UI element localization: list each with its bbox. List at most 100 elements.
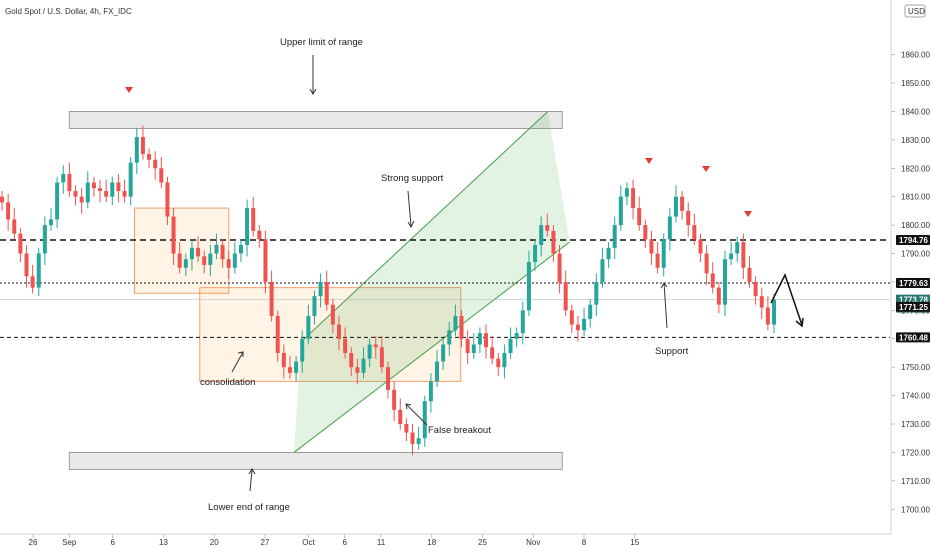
- candle-body: [269, 281, 274, 317]
- price-tick-label: 1750.00: [901, 363, 930, 372]
- candle-body: [422, 401, 427, 439]
- channel-upper-line: [300, 111, 549, 342]
- currency-badge: [904, 4, 926, 18]
- candle-body: [312, 296, 317, 317]
- candle-body: [336, 324, 341, 339]
- channel-lower-line: [293, 241, 570, 453]
- price-tick-label: 1860.00: [901, 51, 930, 60]
- candle-body: [61, 173, 66, 183]
- candle-body: [330, 304, 335, 325]
- candle-body: [557, 253, 562, 282]
- candle-body: [110, 182, 115, 197]
- zone-consolidation-box-2: [199, 287, 462, 382]
- price-tick-label: 1810.00: [901, 193, 930, 202]
- candle-body: [600, 259, 605, 282]
- candle-body: [643, 225, 648, 240]
- price-tick-label: 1710.00: [901, 477, 930, 486]
- candle-body: [91, 182, 96, 189]
- annotation-false-breakout: False breakout: [428, 425, 491, 436]
- price-tick-label: 1740.00: [901, 392, 930, 401]
- candle-body: [533, 245, 538, 263]
- price-tick-label: 1820.00: [901, 164, 930, 173]
- price-tick-label: 1700.00: [901, 505, 930, 514]
- candle-body: [710, 273, 715, 288]
- candle-body: [680, 196, 685, 211]
- candle-body: [12, 219, 17, 234]
- candle-body: [729, 253, 734, 260]
- candle-body: [306, 316, 311, 339]
- price-tick-label: 1850.00: [901, 79, 930, 88]
- price-tag-label: 1760.48: [899, 333, 928, 342]
- candle-body: [484, 333, 489, 348]
- time-tick-label: 8: [582, 538, 587, 547]
- candle-body: [569, 310, 574, 325]
- candle-body: [392, 389, 397, 410]
- candle-body: [232, 253, 237, 268]
- candle-body: [741, 242, 746, 268]
- candle-body: [128, 162, 133, 197]
- candle-body: [514, 333, 519, 339]
- candle-body: [189, 247, 194, 260]
- candle-body: [24, 253, 29, 277]
- price-tick-label: 1840.00: [901, 107, 930, 116]
- candle-body: [465, 338, 470, 353]
- candle-body: [79, 196, 84, 203]
- candle-body: [618, 196, 623, 226]
- candle-body: [226, 259, 231, 268]
- candle-body: [563, 281, 568, 311]
- annotation-support: Support: [655, 346, 689, 357]
- candles-layer: [0, 125, 776, 456]
- candle-body: [508, 338, 513, 353]
- candle-body: [759, 296, 764, 308]
- candle-body: [398, 409, 403, 425]
- candle-body: [722, 259, 727, 305]
- candle-body: [67, 173, 72, 192]
- annotation-consolidation: consolidation: [200, 377, 255, 388]
- candle-body: [367, 344, 372, 359]
- time-tick-label: Sep: [62, 538, 77, 547]
- candle-body: [649, 239, 654, 254]
- candle-body: [373, 344, 378, 348]
- time-tick-label: 6: [111, 538, 116, 547]
- candle-body: [159, 168, 164, 183]
- time-tick-label: Oct: [302, 538, 315, 547]
- down-arrow-marker: [125, 87, 133, 93]
- candle-body: [379, 347, 384, 368]
- candle-body: [343, 338, 348, 353]
- price-tag-label: 1771.25: [899, 303, 928, 312]
- time-tick-label: 27: [261, 538, 270, 547]
- candle-body: [539, 225, 544, 246]
- candle-body: [263, 239, 268, 282]
- candle-body: [772, 299, 776, 325]
- candle-body: [747, 267, 752, 282]
- candle-body: [251, 208, 256, 231]
- candle-body: [698, 239, 703, 254]
- candle-body: [520, 310, 525, 334]
- candle-body: [147, 154, 152, 160]
- candle-body: [735, 242, 740, 254]
- candle-body: [6, 202, 11, 220]
- candle-body: [349, 352, 354, 368]
- time-tick-label: 6: [343, 538, 348, 547]
- candle-body: [30, 276, 35, 288]
- candle-body: [361, 358, 366, 373]
- candle-body: [447, 330, 452, 345]
- time-tick-label: 13: [159, 538, 168, 547]
- candle-body: [612, 225, 617, 248]
- candle-body: [496, 358, 501, 368]
- candle-body: [98, 188, 103, 192]
- candle-body: [637, 208, 642, 226]
- candle-body: [453, 316, 458, 331]
- candle-body: [177, 253, 182, 268]
- resistance-markers: [125, 87, 752, 217]
- candle-body: [490, 347, 495, 359]
- price-tag-box: [896, 235, 930, 246]
- candle-body: [441, 344, 446, 362]
- candle-body: [753, 281, 758, 297]
- candle-body: [153, 159, 158, 169]
- candle-body: [36, 253, 41, 288]
- candle-body: [686, 210, 691, 226]
- price-tick-label: 1830.00: [901, 136, 930, 145]
- annotation-strong-support: Strong support: [381, 173, 444, 184]
